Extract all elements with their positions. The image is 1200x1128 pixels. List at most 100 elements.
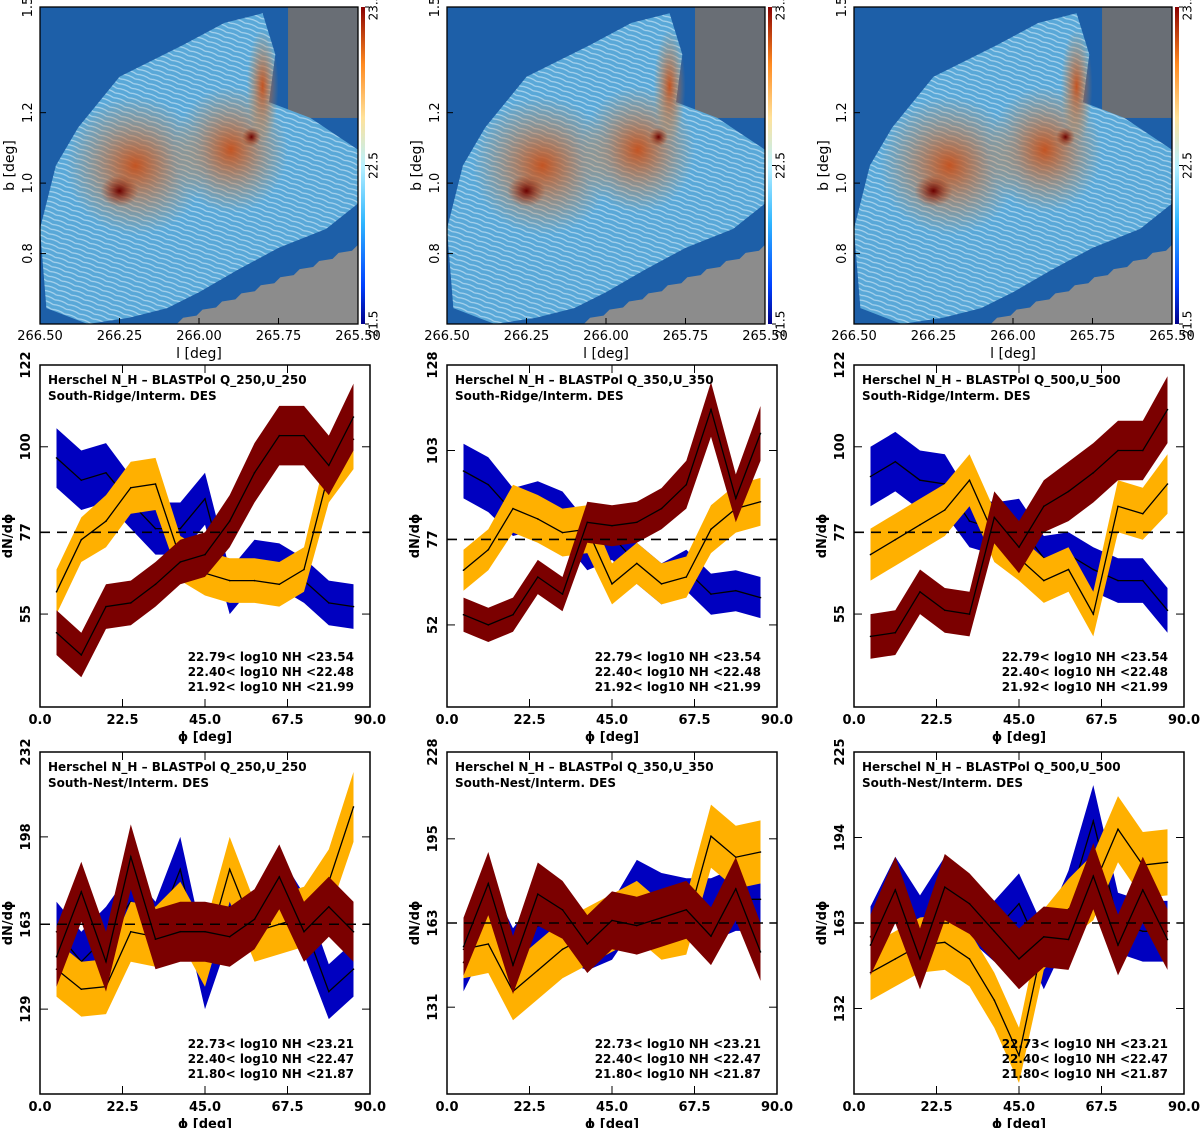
x-tick-label: 90.0 [761, 1100, 793, 1115]
data-point [487, 943, 490, 945]
data-point [253, 918, 256, 921]
data-point [487, 483, 490, 486]
data-point [1067, 938, 1070, 941]
x-tick-label: 265.50 [1149, 329, 1195, 344]
data-point [228, 935, 231, 938]
data-point [710, 935, 712, 937]
data-point [179, 561, 182, 563]
data-point [462, 613, 465, 616]
x-tick-label: 0.0 [28, 1100, 51, 1115]
y-axis-label: b [deg] [2, 140, 18, 191]
y-tick-label: 55 [19, 605, 34, 623]
data-point [1043, 579, 1045, 582]
data-point [968, 958, 971, 960]
data-point [105, 520, 107, 522]
data-point [869, 553, 872, 556]
colorbar-tick-label: 21.5 [1181, 311, 1195, 338]
data-point [1142, 512, 1144, 515]
map-dense-filament [1060, 29, 1093, 144]
data-point [685, 576, 688, 578]
x-tick-label: 266.25 [97, 329, 143, 344]
data-point [80, 891, 83, 893]
data-point [869, 944, 872, 946]
data-point [253, 579, 256, 582]
y-tick-label: 194 [833, 824, 848, 851]
legend-entry: 22.40< log10 NH <22.47 [595, 1052, 761, 1066]
panel-region: South-Nest/Interm. DES [48, 776, 209, 790]
x-tick-label: 22.5 [513, 1100, 545, 1115]
data-point [759, 851, 762, 853]
y-tick-label: 122 [19, 351, 34, 378]
data-point [685, 483, 688, 486]
data-point [55, 631, 58, 634]
y-axis-label: b [deg] [816, 140, 832, 191]
data-point [759, 432, 762, 435]
data-point [303, 930, 305, 933]
panel-region: South-Ridge/Interm. DES [455, 389, 624, 403]
histogram-panel: 0.0 22.5 45.0 67.5 90.0 55 77 100 122 ϕ [deg] dN/d… [1, 351, 386, 745]
x-tick-label: 45.0 [189, 1100, 221, 1115]
legend-entry: 22.40< log10 NH <22.47 [188, 1052, 354, 1066]
data-point [735, 888, 737, 890]
data-point [586, 521, 589, 524]
legend-entry: 21.80< log10 NH <21.87 [1002, 1067, 1168, 1081]
x-tick-label: 90.0 [354, 713, 386, 728]
data-point [1018, 546, 1020, 548]
panel-region: South-Nest/Interm. DES [862, 776, 1023, 790]
map-region-patch [695, 7, 765, 118]
y-tick-label: 0.8 [428, 243, 443, 264]
data-point [894, 460, 897, 463]
map-region-patch [288, 7, 358, 118]
data-point [611, 524, 613, 527]
data-point [105, 960, 107, 963]
y-axis-label: b [deg] [409, 140, 425, 191]
panel-region: South-Ridge/Interm. DES [862, 389, 1031, 403]
data-point [968, 520, 971, 522]
x-tick-label: 45.0 [596, 713, 628, 728]
data-point [894, 631, 897, 634]
x-tick-label: 265.75 [663, 329, 709, 344]
data-point [537, 969, 539, 972]
data-point [1092, 472, 1095, 474]
colorbar-tick-label: 23.5 [1181, 0, 1195, 20]
data-point [204, 553, 206, 556]
y-tick-label: 163 [19, 911, 34, 938]
data-point [130, 930, 132, 933]
y-tick-label: 103 [426, 437, 441, 464]
x-tick-label: 67.5 [271, 713, 303, 728]
data-point [611, 919, 613, 922]
data-point [1166, 938, 1169, 941]
legend-entry: 21.92< log10 NH <21.99 [595, 680, 761, 694]
histogram-panel: 0.0 22.5 45.0 67.5 90.0 52 77 103 128 ϕ [deg] dN/d… [408, 351, 793, 745]
y-tick-label: 1.2 [21, 102, 36, 123]
data-point [487, 548, 490, 551]
y-tick-label: 228 [426, 738, 441, 765]
x-tick-label: 266.25 [911, 329, 957, 344]
data-point [55, 457, 58, 459]
data-point [537, 518, 539, 520]
map-masked-area [574, 244, 765, 324]
y-tick-label: 100 [833, 433, 848, 460]
data-point [55, 591, 58, 593]
colorbar-tick-label: 22.5 [367, 152, 381, 179]
legend-entry: 22.73< log10 NH <23.21 [188, 1037, 354, 1051]
y-tick-label: 195 [426, 825, 441, 852]
x-tick-label: 90.0 [761, 713, 793, 728]
data-point [105, 472, 107, 474]
colorbar [361, 7, 365, 324]
data-point [869, 635, 872, 638]
data-point [228, 868, 231, 871]
y-tick-label: 1.5 [21, 0, 36, 17]
data-point [80, 654, 83, 656]
error-band [870, 843, 1168, 990]
x-tick-label: 265.50 [742, 329, 788, 344]
histogram-panel: 0.0 22.5 45.0 67.5 90.0 55 77 100 122 ϕ [deg] dN/d… [815, 351, 1200, 745]
data-point [80, 479, 83, 482]
panel-title: Herschel N_H – BLASTPol Q_500,U_500 [862, 760, 1121, 775]
y-tick-label: 100 [19, 433, 34, 460]
y-tick-label: 198 [19, 823, 34, 850]
y-tick-label: 122 [833, 351, 848, 378]
data-point [561, 909, 564, 911]
map-dense-region [65, 95, 206, 236]
